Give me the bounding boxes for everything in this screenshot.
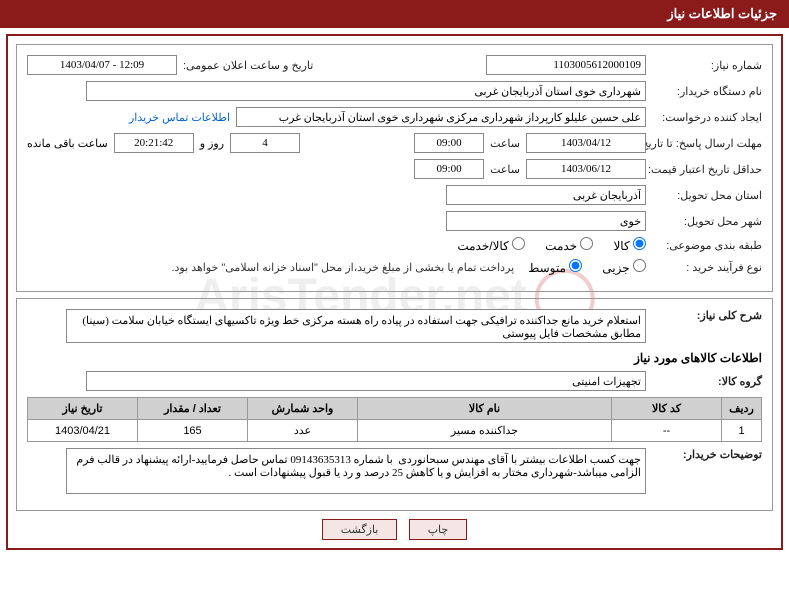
proc-medium-option[interactable]: متوسط <box>528 259 582 275</box>
table-cell: 165 <box>138 420 248 442</box>
buyer-org-input[interactable] <box>86 81 646 101</box>
proc-medium-radio[interactable] <box>569 259 582 272</box>
province-label: استان محل تحویل: <box>652 189 762 202</box>
print-button[interactable]: چاپ <box>409 519 468 540</box>
cat-both-radio[interactable] <box>512 237 525 250</box>
time-label-1: ساعت <box>490 137 520 150</box>
back-button[interactable]: بازگشت <box>322 519 398 540</box>
cat-goods-radio[interactable] <box>633 237 646 250</box>
header-bar: جزئیات اطلاعات نیاز <box>0 0 789 28</box>
requester-input[interactable] <box>236 107 646 127</box>
buyer-notes-textarea[interactable] <box>66 448 646 494</box>
announce-dt-label: تاریخ و ساعت اعلان عمومی: <box>183 59 313 72</box>
cat-goods-option[interactable]: کالا <box>613 237 646 253</box>
table-header: تعداد / مقدار <box>138 398 248 420</box>
cat-both-option[interactable]: کالا/خدمت <box>457 237 525 253</box>
buttons-row: چاپ بازگشت <box>16 519 773 540</box>
requester-label: ایجاد کننده درخواست: <box>652 111 762 124</box>
cat-service-radio[interactable] <box>580 237 593 250</box>
process-note: پرداخت تمام یا بخشی از مبلغ خرید،از محل … <box>171 261 514 274</box>
reply-time-input[interactable] <box>414 133 484 153</box>
table-cell: -- <box>612 420 722 442</box>
description-panel: شرح کلی نیاز: اطلاعات کالاهای مورد نیاز … <box>16 298 773 511</box>
proc-small-radio[interactable] <box>633 259 646 272</box>
details-panel: شماره نیاز: تاریخ و ساعت اعلان عمومی: نا… <box>16 44 773 292</box>
province-input[interactable] <box>446 185 646 205</box>
table-row: 1--جداکننده مسیرعدد1651403/04/21 <box>28 420 762 442</box>
goods-section-title: اطلاعات کالاهای مورد نیاز <box>27 351 762 365</box>
goods-group-label: گروه کالا: <box>652 375 762 388</box>
table-cell: جداکننده مسیر <box>358 420 612 442</box>
desc-textarea[interactable] <box>66 309 646 343</box>
need-no-input[interactable] <box>486 55 646 75</box>
desc-label: شرح کلی نیاز: <box>652 309 762 322</box>
city-label: شهر محل تحویل: <box>652 215 762 228</box>
buyer-org-label: نام دستگاه خریدار: <box>652 85 762 98</box>
time-label-2: ساعت <box>490 163 520 176</box>
goods-group-input[interactable] <box>86 371 646 391</box>
days-input[interactable] <box>230 133 300 153</box>
table-header: نام کالا <box>358 398 612 420</box>
cat-service-option[interactable]: خدمت <box>545 237 593 253</box>
city-input[interactable] <box>446 211 646 231</box>
table-header: واحد شمارش <box>248 398 358 420</box>
announce-dt-input[interactable] <box>27 55 177 75</box>
reply-date-input[interactable] <box>526 133 646 153</box>
day-and-text: روز و <box>200 137 224 150</box>
table-cell: 1 <box>722 420 762 442</box>
table-header: تاریخ نیاز <box>28 398 138 420</box>
outer-container: شماره نیاز: تاریخ و ساعت اعلان عمومی: نا… <box>6 34 783 550</box>
table-cell: 1403/04/21 <box>28 420 138 442</box>
need-no-label: شماره نیاز: <box>652 59 762 72</box>
buyer-notes-label: توضیحات خریدار: <box>652 448 762 461</box>
validity-time-input[interactable] <box>414 159 484 179</box>
remaining-time-input[interactable] <box>114 133 194 153</box>
process-label: نوع فرآیند خرید : <box>652 261 762 274</box>
contact-link[interactable]: اطلاعات تماس خریدار <box>129 111 230 124</box>
goods-table: ردیفکد کالانام کالاواحد شمارشتعداد / مقد… <box>27 397 762 442</box>
table-cell: عدد <box>248 420 358 442</box>
reply-deadline-label: مهلت ارسال پاسخ: تا تاریخ: <box>652 137 762 150</box>
proc-small-option[interactable]: جزیی <box>602 259 646 275</box>
table-header: ردیف <box>722 398 762 420</box>
remaining-label: ساعت باقی مانده <box>27 137 108 150</box>
table-header: کد کالا <box>612 398 722 420</box>
validity-date-input[interactable] <box>526 159 646 179</box>
page-title: جزئیات اطلاعات نیاز <box>667 6 777 21</box>
category-label: طبقه بندی موضوعی: <box>652 239 762 252</box>
validity-label: حداقل تاریخ اعتبار قیمت: تا تاریخ: <box>652 163 762 176</box>
